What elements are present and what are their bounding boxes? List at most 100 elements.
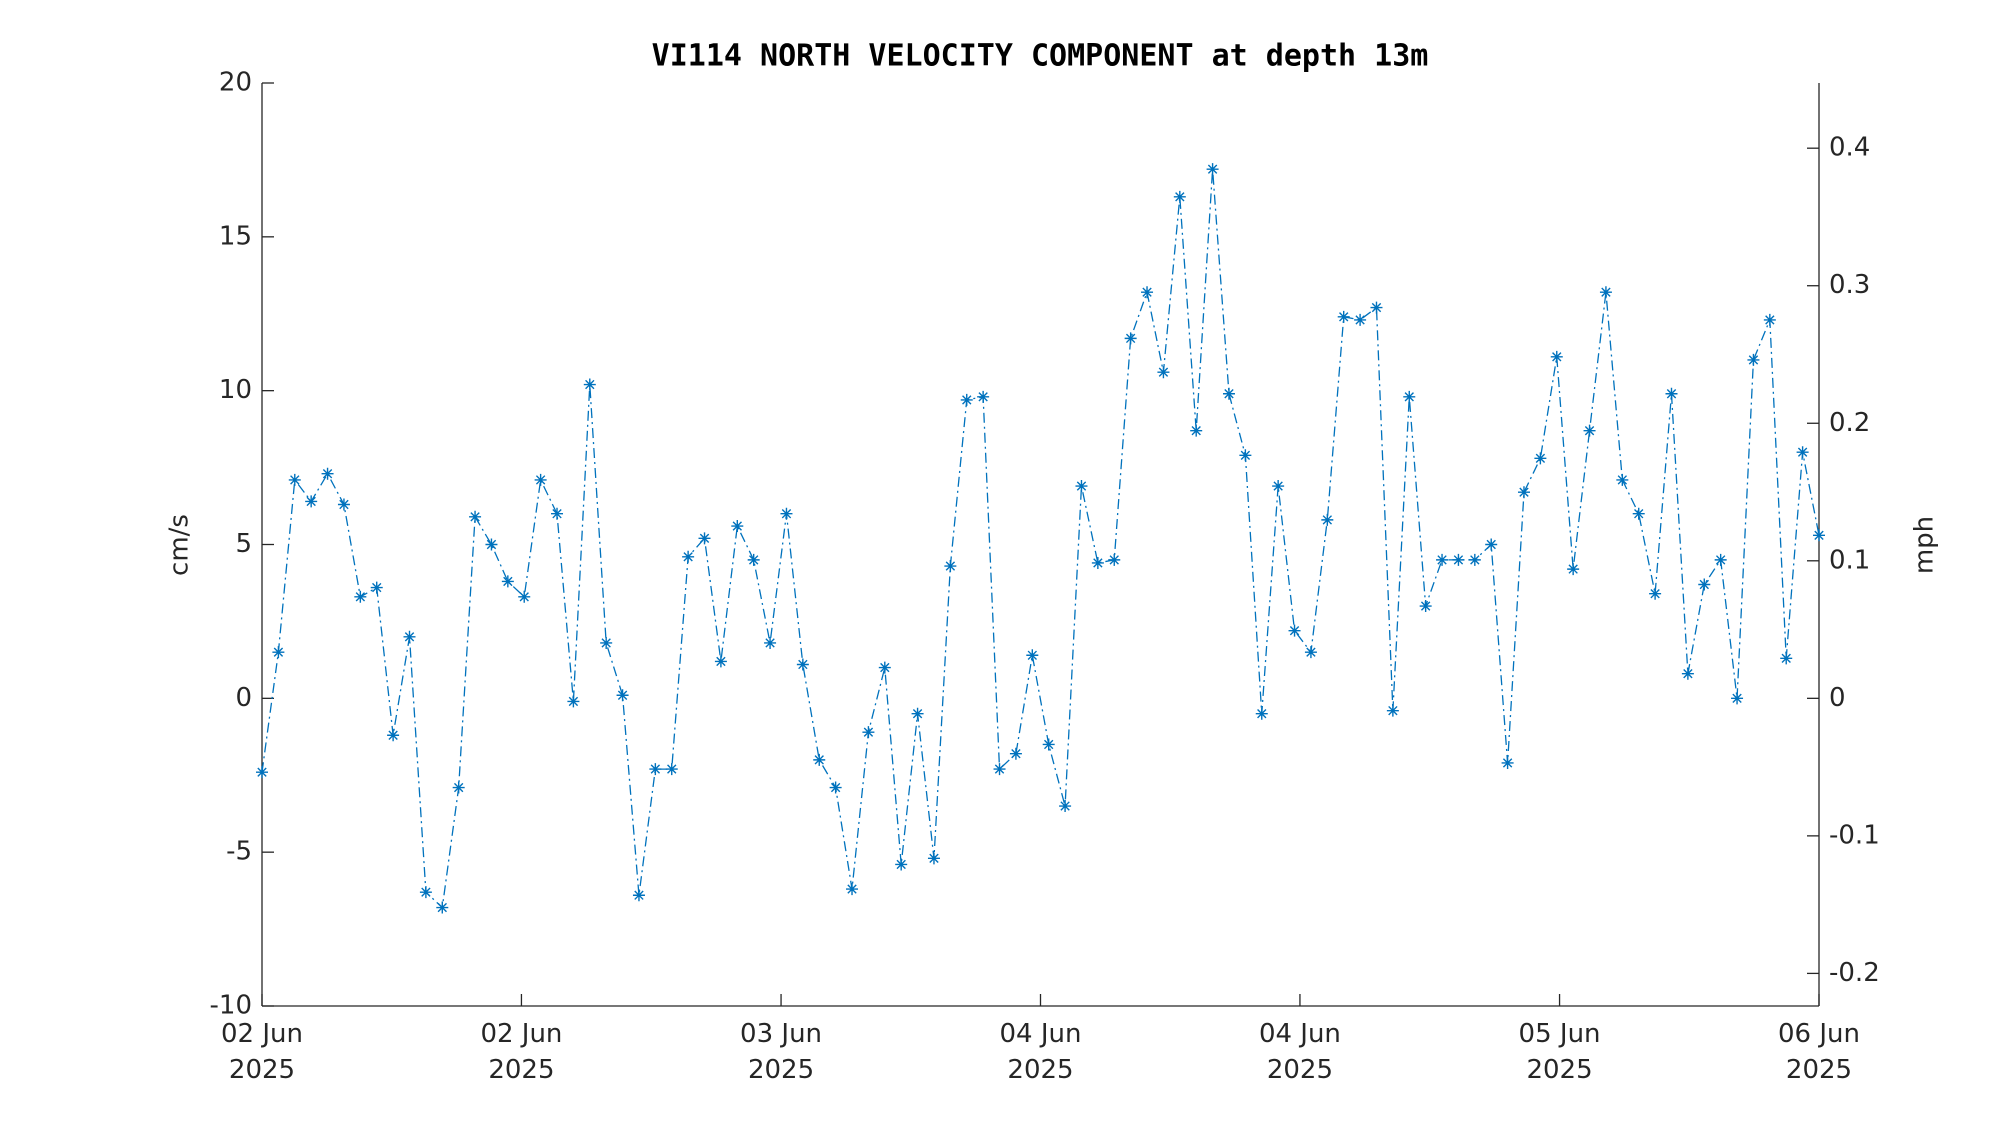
data-marker: [1272, 480, 1285, 493]
data-marker: [1370, 301, 1383, 314]
data-marker: [583, 378, 596, 391]
data-marker: [1222, 387, 1235, 400]
data-marker: [895, 858, 908, 871]
data-marker: [1042, 738, 1055, 751]
x-tick-label: 03 Jun 2025: [740, 1019, 823, 1085]
y-axis-label: cm/s: [165, 514, 195, 576]
data-marker: [1157, 366, 1170, 379]
data-marker: [977, 390, 990, 403]
data-marker: [1681, 667, 1694, 680]
data-marker: [1747, 353, 1760, 366]
data-marker: [911, 707, 924, 720]
data-marker: [485, 538, 498, 551]
data-marker: [665, 763, 678, 776]
data-marker: [272, 646, 285, 659]
y2-tick-label: 0.3: [1829, 270, 1870, 300]
data-marker: [960, 393, 973, 406]
y2-tick-label: 0.2: [1829, 408, 1870, 438]
y2-tick-label: 0.1: [1829, 545, 1870, 575]
data-marker: [731, 520, 744, 533]
data-marker: [452, 781, 465, 794]
data-marker: [1190, 424, 1203, 437]
y2-tick-label: -0.1: [1829, 820, 1880, 850]
data-marker: [567, 695, 580, 708]
data-marker: [1403, 390, 1416, 403]
data-marker: [1550, 350, 1563, 363]
data-marker: [993, 763, 1006, 776]
data-marker: [1632, 507, 1645, 520]
data-marker: [1321, 513, 1334, 526]
data-marker: [321, 467, 334, 480]
data-marker: [829, 781, 842, 794]
data-marker: [1780, 652, 1793, 665]
data-marker: [1534, 452, 1547, 465]
data-marker: [1649, 587, 1662, 600]
data-marker: [649, 763, 662, 776]
y-tick-label: -5: [226, 837, 252, 867]
data-line: [261, 169, 1820, 909]
y-tick-label: 15: [219, 221, 252, 251]
data-marker: [1599, 286, 1612, 299]
data-marker: [1452, 553, 1465, 566]
data-marker: [403, 630, 416, 643]
data-marker: [878, 661, 891, 674]
data-marker: [1583, 424, 1596, 437]
data-marker: [1337, 310, 1350, 323]
data-marker: [1124, 332, 1137, 345]
data-marker: [354, 590, 367, 603]
y-tick-label: 10: [219, 375, 252, 405]
data-marker: [305, 495, 318, 508]
data-marker: [1059, 800, 1072, 813]
data-marker: [419, 886, 432, 899]
x-tick-label: 04 Jun 2025: [999, 1019, 1082, 1085]
data-marker: [518, 590, 531, 603]
data-marker: [337, 498, 350, 511]
y-tick-label: 5: [235, 529, 252, 559]
x-tick-label: 05 Jun 2025: [1518, 1019, 1601, 1085]
data-marker: [1239, 449, 1252, 462]
data-marker: [1813, 529, 1825, 542]
data-marker: [1026, 649, 1039, 662]
data-marker: [1665, 387, 1678, 400]
data-marker: [1304, 646, 1317, 659]
data-marker: [1436, 553, 1449, 566]
data-marker: [846, 883, 859, 896]
data-marker: [370, 581, 383, 594]
data-marker: [600, 636, 613, 649]
data-marker: [1354, 313, 1367, 326]
data-marker: [1141, 286, 1154, 299]
data-marker: [1108, 553, 1121, 566]
data-marker: [1468, 553, 1481, 566]
data-marker: [813, 753, 826, 766]
data-marker: [256, 766, 268, 779]
data-marker: [1616, 473, 1629, 486]
data-marker: [1091, 556, 1104, 569]
chart-title: VI114 NORTH VELOCITY COMPONENT at depth …: [652, 39, 1429, 74]
data-marker: [682, 550, 695, 563]
data-marker: [1009, 747, 1022, 760]
data-marker: [501, 575, 514, 588]
data-marker: [764, 636, 777, 649]
data-marker: [1386, 704, 1399, 717]
y2-tick-label: 0: [1829, 683, 1846, 713]
data-marker: [780, 507, 793, 520]
x-tick-label: 02 Jun 2025: [221, 1019, 303, 1085]
x-tick-label: 02 Jun 2025: [480, 1019, 563, 1085]
data-marker: [534, 473, 547, 486]
data-marker: [1255, 707, 1268, 720]
data-marker: [1567, 563, 1580, 576]
data-marker: [944, 560, 957, 573]
data-marker: [747, 553, 760, 566]
data-marker: [1485, 538, 1498, 551]
data-marker: [288, 473, 301, 486]
data-marker: [1288, 624, 1301, 637]
data-marker: [1206, 163, 1219, 176]
data-marker: [1501, 756, 1514, 769]
data-marker: [1173, 190, 1186, 203]
data-marker: [436, 901, 449, 914]
data-marker: [1763, 313, 1776, 326]
y2-tick-label: 0.4: [1829, 133, 1870, 163]
data-marker: [927, 852, 940, 865]
data-marker: [616, 689, 629, 702]
